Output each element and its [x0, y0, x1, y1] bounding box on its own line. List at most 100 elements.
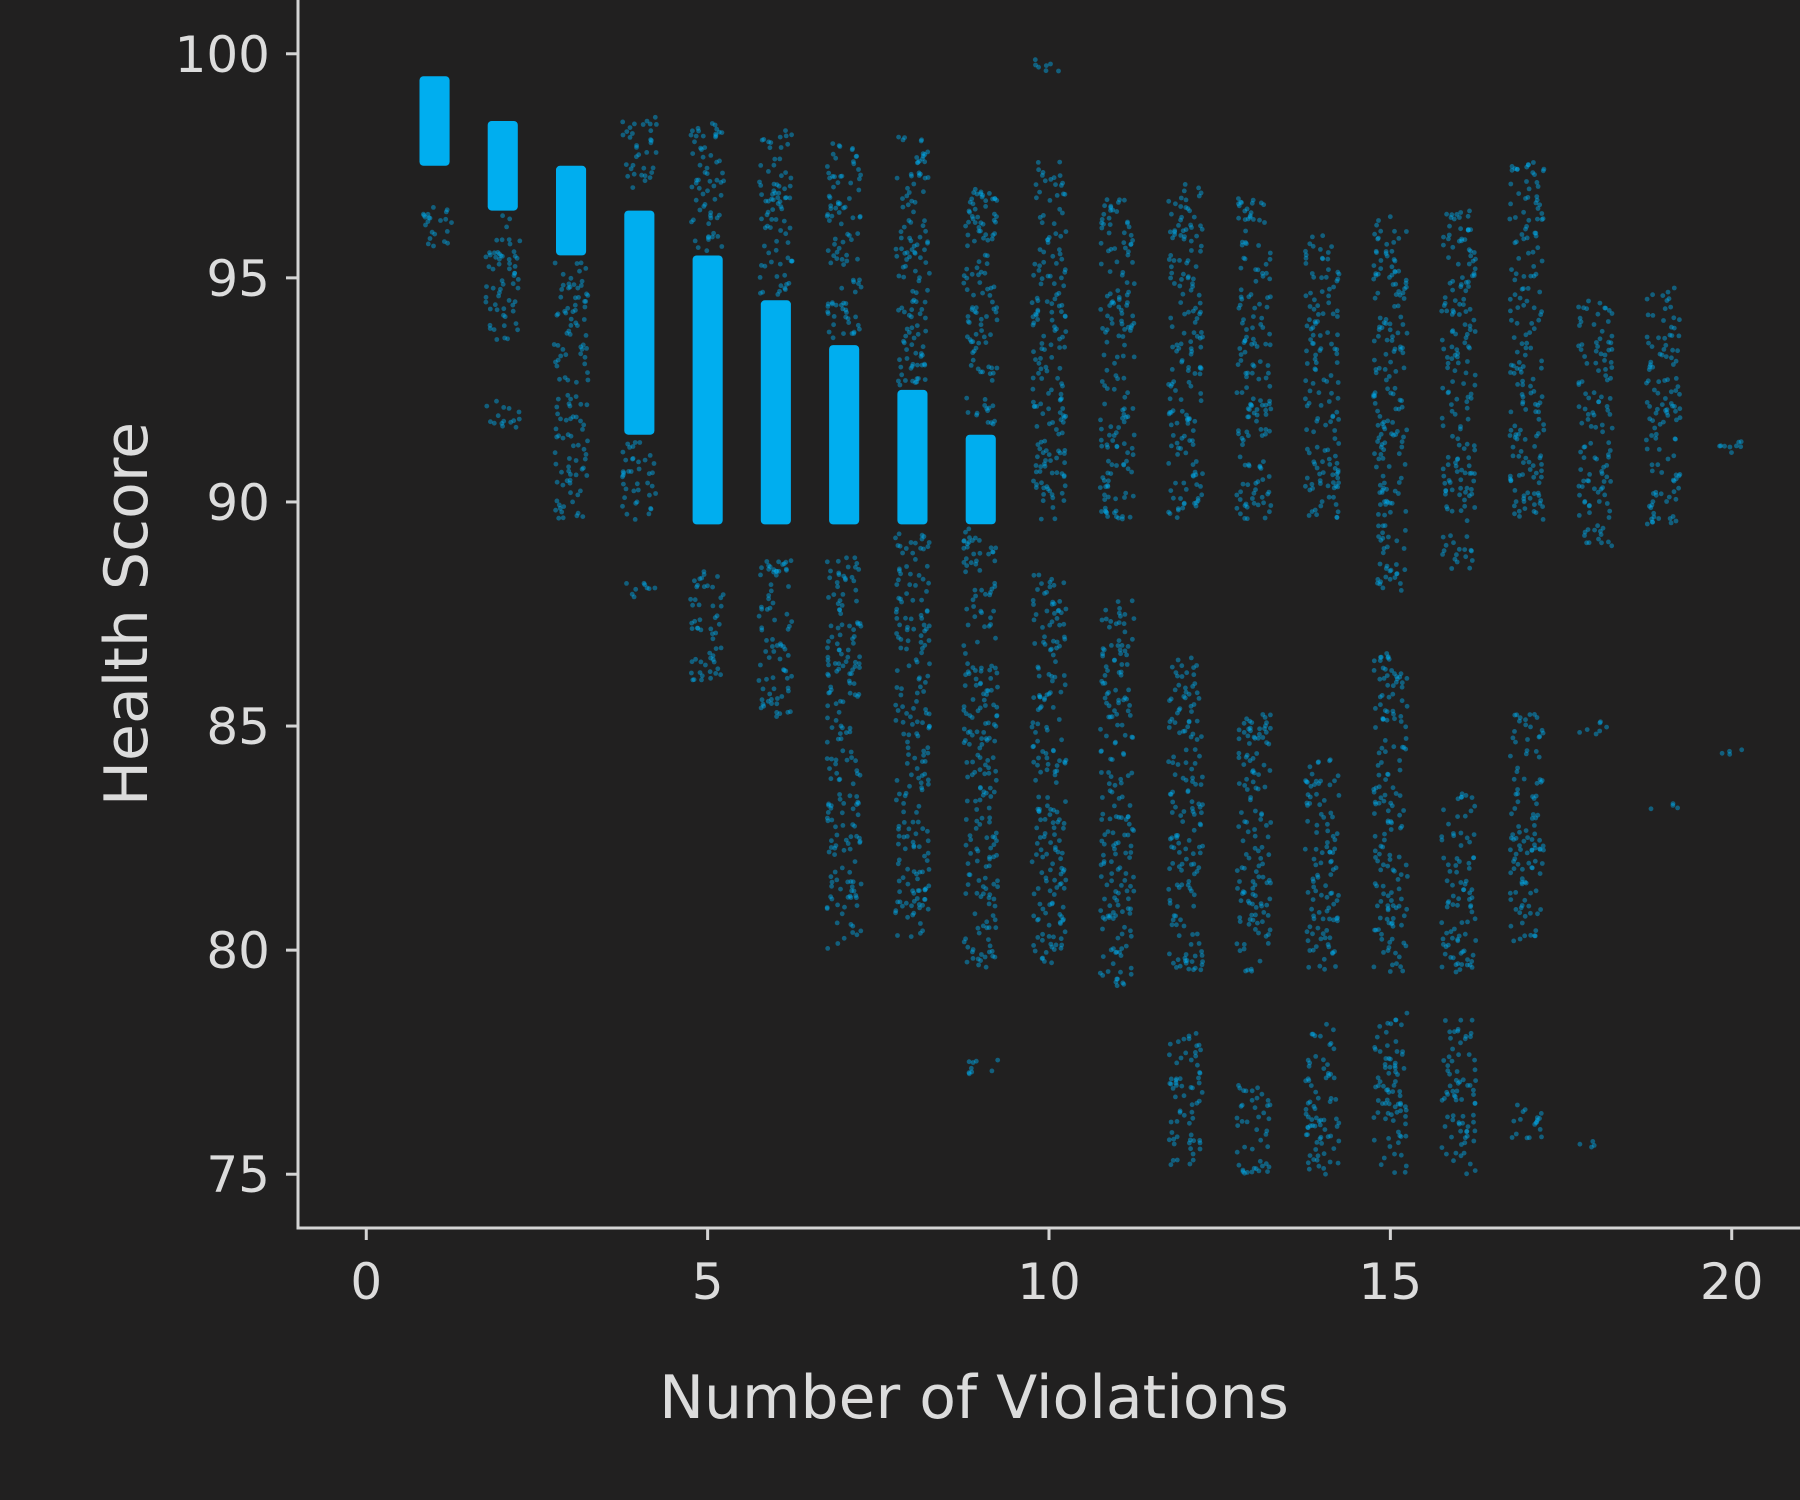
data-point [1167, 396, 1173, 402]
data-point [1049, 470, 1055, 476]
data-point [1255, 786, 1261, 792]
data-point [1675, 348, 1680, 354]
data-point [836, 709, 842, 715]
data-point [501, 306, 507, 312]
data-point [1060, 918, 1066, 923]
data-point [1320, 233, 1326, 239]
data-point [825, 309, 831, 315]
data-point [1327, 849, 1333, 855]
data-point [690, 602, 695, 608]
data-point [841, 847, 847, 853]
data-point [1196, 1098, 1202, 1104]
data-point [972, 309, 978, 314]
data-point [1389, 1112, 1394, 1118]
data-point [914, 376, 920, 382]
data-point [1173, 388, 1178, 393]
data-point [1401, 913, 1407, 919]
data-point [1236, 196, 1241, 202]
data-point [1169, 324, 1175, 330]
data-point [711, 230, 716, 236]
data-point [1532, 831, 1538, 837]
data-point [1253, 808, 1258, 814]
data-point [1507, 476, 1513, 482]
data-point [1051, 221, 1057, 227]
data-point [1131, 828, 1136, 833]
data-point [1131, 320, 1137, 326]
data-point [1404, 427, 1410, 433]
data-point [644, 585, 650, 591]
data-point [1328, 810, 1334, 816]
data-point [1604, 404, 1610, 409]
data-point [710, 631, 715, 637]
data-point [1450, 433, 1455, 439]
data-point [908, 934, 914, 939]
data-point [1532, 1122, 1538, 1127]
data-point [1538, 498, 1544, 503]
data-point [1387, 857, 1393, 862]
data-point [987, 892, 993, 897]
data-point [986, 937, 991, 942]
data-point [760, 701, 766, 707]
data-point [851, 331, 857, 336]
data-point [1457, 492, 1462, 498]
data-point [857, 654, 862, 660]
data-point [1033, 62, 1038, 68]
data-point [1264, 740, 1269, 745]
data-point [1607, 508, 1613, 514]
data-point [854, 833, 859, 839]
data-point [1523, 751, 1529, 757]
data-point [578, 283, 584, 288]
data-point [1186, 691, 1192, 697]
data-point [1111, 910, 1116, 915]
data-point [1112, 803, 1117, 809]
data-point [1463, 554, 1469, 560]
data-point [1306, 513, 1312, 518]
data-point [826, 849, 832, 855]
data-point [1198, 309, 1203, 315]
data-point [1243, 228, 1248, 234]
data-point [826, 595, 831, 600]
data-point [983, 886, 989, 892]
data-point [1188, 346, 1194, 351]
data-point [978, 785, 983, 791]
data-point [1058, 881, 1064, 886]
data-point [1109, 462, 1115, 468]
data-point [1114, 354, 1120, 360]
data-point [507, 266, 512, 272]
data-point [1313, 862, 1319, 868]
data-point [1537, 734, 1543, 739]
data-point [1459, 794, 1464, 800]
data-point [1378, 1162, 1384, 1168]
data-point [961, 273, 967, 279]
data-point [1396, 854, 1402, 860]
data-point [1659, 352, 1665, 358]
data-point [1467, 493, 1472, 499]
data-point [976, 225, 982, 230]
data-point [1515, 787, 1520, 792]
data-point [927, 270, 932, 276]
data-point [1188, 1132, 1194, 1138]
data-point [1128, 971, 1134, 977]
data-point [1387, 1064, 1393, 1070]
data-point [575, 492, 581, 498]
data-point [636, 466, 642, 472]
data-point [1454, 1069, 1460, 1074]
data-point [1581, 478, 1586, 484]
data-point [921, 622, 927, 628]
data-point [1265, 834, 1271, 840]
data-point [847, 671, 853, 677]
data-point [1455, 456, 1461, 462]
data-point [1239, 865, 1245, 871]
data-point [992, 917, 998, 923]
data-point [907, 254, 912, 260]
data-point [1197, 365, 1203, 371]
data-point [1386, 464, 1392, 469]
data-point [837, 607, 842, 613]
data-point [766, 250, 772, 256]
data-point [973, 826, 979, 831]
data-point [1055, 849, 1061, 855]
data-point [1383, 574, 1389, 580]
data-point [1531, 491, 1537, 496]
data-point [971, 604, 976, 609]
data-point [1458, 282, 1464, 287]
